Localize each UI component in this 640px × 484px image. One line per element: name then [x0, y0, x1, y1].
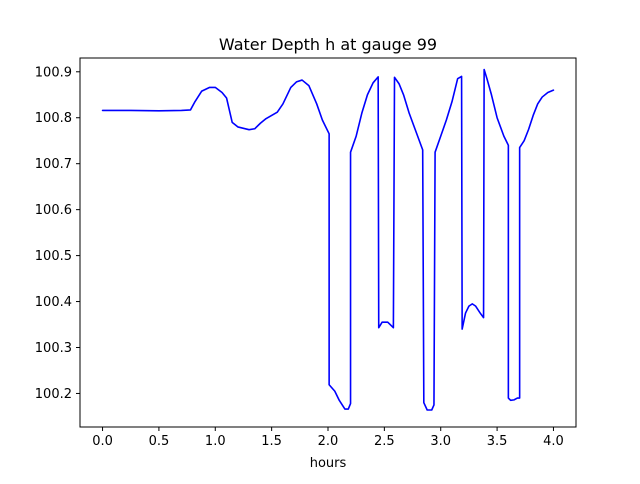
y-tick-label: 100.8: [35, 111, 72, 126]
chart-title: Water Depth h at gauge 99: [219, 35, 437, 54]
x-tick-label: 3.0: [430, 434, 451, 449]
plot-area: [101, 68, 555, 411]
y-tick-label: 100.3: [35, 341, 72, 356]
y-tick-label: 100.4: [35, 295, 72, 310]
x-tick-label: 2.0: [318, 434, 339, 449]
x-tick-label: 0.0: [92, 434, 113, 449]
y-tick-label: 100.9: [35, 65, 72, 80]
x-axis-label: hours: [310, 456, 347, 471]
series-line: [101, 68, 555, 411]
x-tick-label: 0.5: [149, 434, 170, 449]
x-tick-label: 1.0: [205, 434, 226, 449]
x-tick-label: 4.0: [543, 434, 564, 449]
axis-ticks: 0.0 0.5 1.0 1.5 2.0 2.5 3.0 3.5 4.0 100.2 100.3 100…: [35, 65, 564, 449]
y-tick-label: 100.6: [35, 203, 72, 218]
y-tick-label: 100.5: [35, 249, 72, 264]
x-tick-label: 1.5: [261, 434, 282, 449]
axes-frame: [79, 57, 577, 428]
y-tick-label: 100.2: [35, 387, 72, 402]
x-tick-label: 3.5: [487, 434, 508, 449]
y-tick-label: 100.7: [35, 157, 72, 172]
x-tick-label: 2.5: [374, 434, 395, 449]
